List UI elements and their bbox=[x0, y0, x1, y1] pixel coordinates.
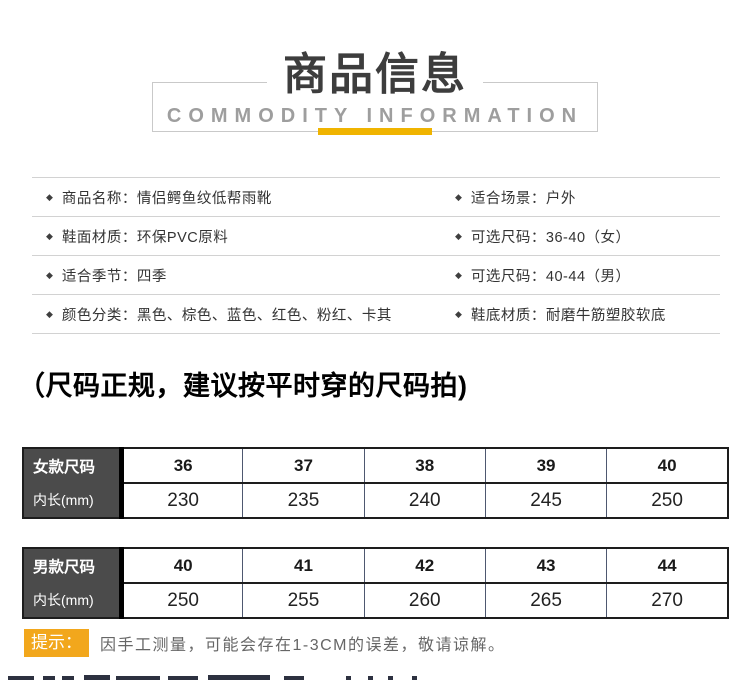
tip-badge: 提示： bbox=[24, 629, 89, 657]
size-cell: 39 bbox=[484, 447, 608, 484]
length-cell: 255 bbox=[242, 582, 365, 619]
page-title: 商品信息 bbox=[267, 47, 483, 102]
size-note-heading: （尺码正规，建议按平时穿的尺码拍) bbox=[18, 371, 468, 401]
row-header: 男款尺码 bbox=[23, 548, 124, 583]
attribute-cell: ◆ 颜色分类：黑色、棕色、蓝色、红色、粉红、卡其 bbox=[32, 304, 455, 325]
attribute-cell: ◆ 鞋面材质：环保PVC原料 bbox=[32, 226, 455, 247]
attribute-text: 鞋底材质：耐磨牛筋塑胶软底 bbox=[470, 307, 666, 324]
attribute-text: 可选尺码：40-44（男） bbox=[470, 268, 631, 285]
attribute-row: ◆ 适合季节：四季 ◆ 可选尺码：40-44（男） bbox=[32, 255, 720, 294]
women-size-table: 女款尺码 36 37 38 39 40 内长(mm) 230 235 240 2… bbox=[22, 447, 729, 519]
length-cell: 250 bbox=[120, 582, 244, 619]
size-cell: 40 bbox=[606, 447, 729, 484]
diamond-bullet-icon: ◆ bbox=[46, 269, 53, 280]
length-cell: 235 bbox=[242, 482, 365, 519]
attribute-text: 适合场景：户外 bbox=[470, 190, 576, 207]
length-cell: 250 bbox=[606, 482, 729, 519]
attribute-row: ◆ 颜色分类：黑色、棕色、蓝色、红色、粉红、卡其 ◆ 鞋底材质：耐磨牛筋塑胶软底 bbox=[32, 294, 720, 333]
section-header: 商品信息 COMMODITY INFORMATION bbox=[152, 47, 598, 135]
length-cell: 265 bbox=[484, 582, 608, 619]
size-cell: 36 bbox=[120, 447, 244, 484]
attribute-cell: ◆ 可选尺码：36-40（女） bbox=[455, 226, 720, 247]
length-cell: 230 bbox=[120, 482, 244, 519]
attribute-cell: ◆ 适合季节：四季 bbox=[32, 265, 455, 286]
attribute-text: 适合季节：四季 bbox=[61, 268, 167, 285]
next-section-cutoff bbox=[8, 675, 417, 680]
attribute-text: 商品名称：情侣鳄鱼纹低帮雨靴 bbox=[61, 190, 272, 207]
size-cell: 41 bbox=[242, 547, 365, 584]
diamond-bullet-icon: ◆ bbox=[455, 230, 462, 241]
men-size-table: 男款尺码 40 41 42 43 44 内长(mm) 250 255 260 2… bbox=[22, 547, 729, 619]
women-length-row: 内长(mm) 230 235 240 245 250 bbox=[23, 482, 729, 519]
page-subtitle: COMMODITY INFORMATION bbox=[166, 105, 584, 127]
size-cell: 44 bbox=[606, 547, 729, 584]
diamond-bullet-icon: ◆ bbox=[455, 191, 462, 202]
men-size-row: 男款尺码 40 41 42 43 44 bbox=[23, 547, 729, 584]
size-cell: 38 bbox=[363, 447, 486, 484]
row-header: 内长(mm) bbox=[23, 483, 124, 518]
length-cell: 240 bbox=[363, 482, 486, 519]
diamond-bullet-icon: ◆ bbox=[455, 308, 462, 319]
men-length-row: 内长(mm) 250 255 260 265 270 bbox=[23, 582, 729, 619]
attribute-cell: ◆ 可选尺码：40-44（男） bbox=[455, 265, 720, 286]
attribute-cell: ◆ 适合场景：户外 bbox=[455, 187, 720, 208]
attribute-text: 鞋面材质：环保PVC原料 bbox=[61, 229, 229, 246]
attribute-cell: ◆ 鞋底材质：耐磨牛筋塑胶软底 bbox=[455, 304, 720, 325]
tip-text: 因手工测量，可能会存在1-3CM的误差，敬请谅解。 bbox=[100, 637, 506, 654]
size-cell: 43 bbox=[484, 547, 608, 584]
row-header: 女款尺码 bbox=[23, 448, 124, 483]
diamond-bullet-icon: ◆ bbox=[46, 191, 53, 202]
attribute-cell: ◆ 商品名称：情侣鳄鱼纹低帮雨靴 bbox=[32, 187, 455, 208]
diamond-bullet-icon: ◆ bbox=[46, 308, 53, 319]
attribute-row: ◆ 商品名称：情侣鳄鱼纹低帮雨靴 ◆ 适合场景：户外 bbox=[32, 177, 720, 216]
women-size-row: 女款尺码 36 37 38 39 40 bbox=[23, 447, 729, 484]
length-cell: 245 bbox=[484, 482, 608, 519]
attribute-list: ◆ 商品名称：情侣鳄鱼纹低帮雨靴 ◆ 适合场景：户外 ◆ 鞋面材质：环保PVC原… bbox=[32, 177, 720, 334]
diamond-bullet-icon: ◆ bbox=[455, 269, 462, 280]
length-cell: 260 bbox=[363, 582, 486, 619]
length-cell: 270 bbox=[606, 582, 729, 619]
row-header: 内长(mm) bbox=[23, 583, 124, 618]
measurement-tip: 提示： 因手工测量，可能会存在1-3CM的误差，敬请谅解。 bbox=[24, 629, 506, 657]
size-cell: 42 bbox=[363, 547, 486, 584]
diamond-bullet-icon: ◆ bbox=[46, 230, 53, 241]
attribute-row: ◆ 鞋面材质：环保PVC原料 ◆ 可选尺码：36-40（女） bbox=[32, 216, 720, 255]
attribute-text: 可选尺码：36-40（女） bbox=[470, 229, 631, 246]
attribute-text: 颜色分类：黑色、棕色、蓝色、红色、粉红、卡其 bbox=[61, 307, 392, 324]
gold-accent-bar bbox=[318, 128, 432, 135]
size-cell: 40 bbox=[120, 547, 244, 584]
size-cell: 37 bbox=[242, 447, 365, 484]
